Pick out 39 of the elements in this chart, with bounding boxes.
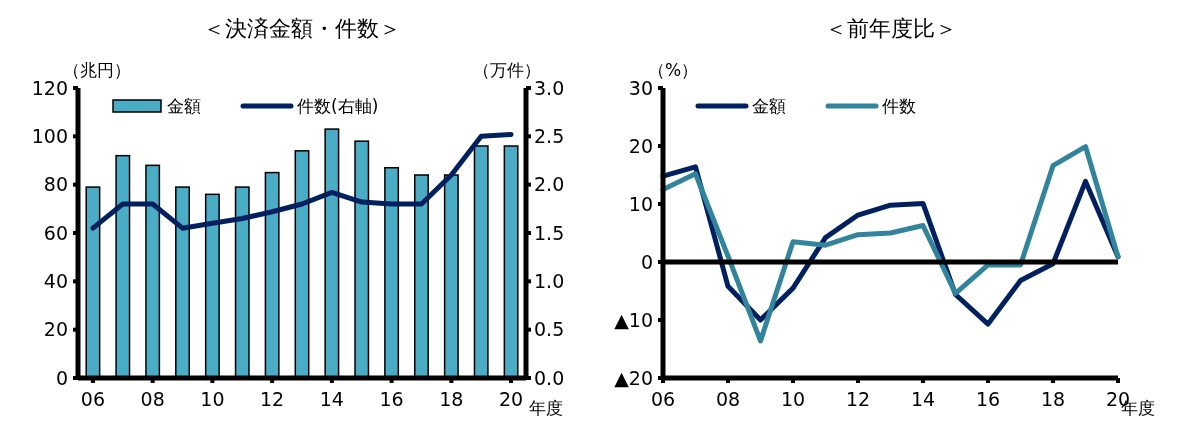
x-tick-label: 14 (319, 388, 344, 410)
y-tick-label: 80 (43, 173, 68, 196)
x-tick-label: 14 (910, 388, 936, 410)
y-tick-label: 60 (43, 221, 68, 244)
x-axis-title: 年度 (529, 398, 563, 418)
x-tick-label: 12 (260, 388, 285, 410)
x-tick-label: 06 (80, 388, 106, 410)
x-tick-label: 18 (439, 388, 464, 410)
y2-tick-label: 1.0 (534, 269, 565, 292)
y-tick-label: 100 (31, 124, 68, 147)
y-tick-label: 40 (43, 269, 68, 292)
x-tick-label: 16 (975, 388, 1001, 410)
x-tick-label: 10 (780, 388, 806, 410)
y-tick-label: 0 (640, 250, 653, 273)
legend-label: 金額 (752, 95, 786, 116)
y2-tick-label: 2.0 (534, 173, 565, 196)
y-tick-label: 20 (628, 134, 653, 157)
x-tick-label: 08 (140, 388, 165, 410)
x-tick-label: 18 (1040, 388, 1066, 410)
y-tick-label: 20 (43, 318, 68, 341)
chart-title: ＜決済金額・件数＞ (203, 16, 401, 41)
x-tick-label: 16 (379, 388, 404, 410)
legend-label: 件数 (882, 95, 916, 116)
y-tick-label: 10 (628, 192, 653, 215)
y2-tick-label: 0.0 (534, 366, 565, 389)
x-tick-label: 12 (845, 388, 871, 410)
x-tick-label: 06 (650, 388, 676, 410)
x-tick-label: 08 (715, 388, 741, 410)
legend-label: 金額 (167, 95, 201, 116)
x-tick-label: 10 (200, 388, 225, 410)
y-tick-label: ▲10 (614, 308, 653, 331)
legend-label: 件数(右軸) (297, 95, 379, 116)
x-tick-label: 20 (498, 388, 524, 410)
y2-tick-label: 1.5 (534, 221, 565, 244)
chart-title: ＜前年度比＞ (824, 16, 957, 41)
y2-tick-label: 0.5 (534, 318, 565, 341)
y2-tick-label: 2.5 (534, 124, 565, 147)
y-tick-label: ▲20 (614, 366, 653, 389)
y-tick-label: 0 (55, 366, 68, 389)
